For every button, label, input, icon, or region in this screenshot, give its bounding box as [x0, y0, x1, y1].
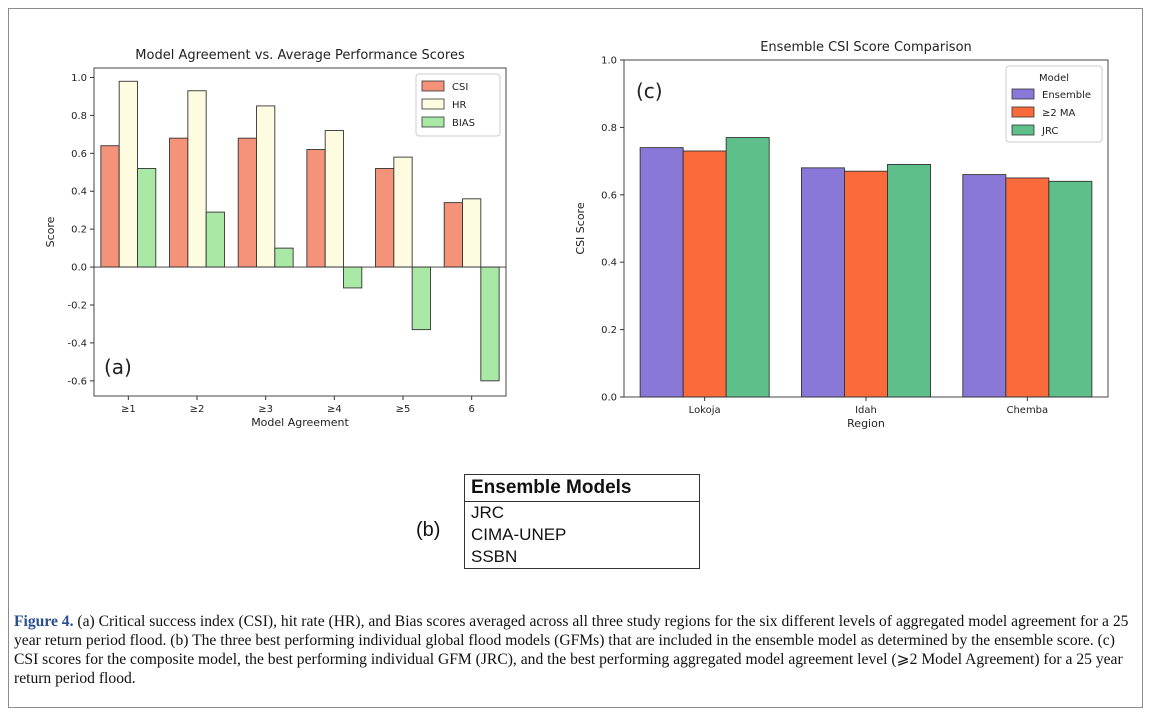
bar [343, 266, 363, 289]
legend-swatch [1011, 106, 1035, 118]
y-tick-label: 0.0 [71, 263, 87, 274]
x-tick-label: 6 [468, 404, 474, 415]
legend-swatch [1011, 88, 1035, 100]
table-row: JRC [471, 503, 505, 522]
bar [256, 105, 276, 268]
legend-label: HR [452, 100, 467, 111]
x-tick-label: ≥4 [327, 404, 342, 415]
legend-swatch [421, 98, 445, 110]
y-tick-label: 1.0 [601, 56, 617, 67]
y-tick-label: 0.2 [71, 225, 87, 236]
legend-label: Ensemble [1042, 90, 1091, 101]
ensemble-models-table: Ensemble Models JRC CIMA-UNEP SSBN [464, 474, 700, 569]
bar [324, 130, 344, 268]
table-row: CIMA-UNEP [471, 525, 567, 544]
chart-a: Model Agreement vs. Average Performance … [44, 48, 507, 429]
y-tick-label: -0.2 [67, 300, 87, 311]
chart-title: Ensemble CSI Score Comparison [760, 40, 972, 55]
y-tick-label: 1.0 [71, 73, 87, 84]
bar [887, 164, 931, 398]
panel-label-b: (b) [416, 519, 441, 541]
bar [393, 156, 413, 268]
table-header: Ensemble Models [465, 475, 699, 502]
bar [480, 266, 500, 382]
legend-box [1005, 65, 1103, 143]
bar [962, 174, 1007, 398]
y-tick-label: 0.4 [601, 258, 617, 269]
bar [1048, 180, 1093, 398]
bar [682, 150, 727, 398]
y-axis-label: CSI Score [574, 202, 587, 254]
y-tick-label: 0.6 [601, 190, 617, 201]
legend-swatch [1011, 124, 1035, 136]
bar [274, 247, 294, 268]
chart-title: Model Agreement vs. Average Performance … [135, 48, 465, 63]
bar [639, 147, 684, 398]
x-tick-label: Chemba [1006, 405, 1048, 416]
legend-title: Model [1039, 73, 1069, 84]
chart-c: Ensemble CSI Score Comparison 0.0 0.2 0.4 0.… [574, 40, 1109, 430]
bar [411, 266, 431, 331]
y-tick-label: 0.8 [601, 123, 617, 134]
x-axis-label: Region [847, 417, 885, 430]
x-tick-label: ≥1 [121, 404, 136, 415]
table-row: SSBN [471, 547, 518, 566]
bar [187, 90, 207, 268]
legend-swatch [421, 116, 445, 128]
y-tick-label: 0.0 [601, 393, 617, 404]
bar [1005, 177, 1050, 398]
bar [462, 198, 482, 268]
bar [844, 170, 888, 398]
y-tick-label: 0.8 [71, 111, 87, 122]
plot-frame [93, 67, 507, 397]
legend-label: BIAS [452, 118, 475, 129]
y-tick-label: 0.4 [71, 187, 87, 198]
legend-label: CSI [452, 82, 468, 93]
bar [443, 202, 463, 268]
caption-text: (a) Critical success index (CSI), hit ra… [14, 613, 1129, 687]
y-tick-label: -0.6 [67, 376, 87, 387]
bar [205, 211, 225, 268]
x-tick-label: ≥2 [190, 404, 205, 415]
x-tick-label: ≥5 [396, 404, 411, 415]
panel-label: (a) [104, 355, 132, 379]
figure-frame [8, 8, 1143, 708]
bar [306, 149, 326, 268]
legend-label: JRC [1041, 126, 1058, 137]
x-tick-label: ≥3 [258, 404, 273, 415]
panel-label: (c) [636, 79, 663, 103]
y-axis-label: Score [44, 216, 57, 247]
plot-frame [623, 59, 1109, 398]
bar [137, 168, 157, 268]
bar [100, 145, 120, 268]
bar [237, 137, 257, 268]
y-tick-label: 0.2 [601, 325, 617, 336]
caption-label: Figure 4. [14, 613, 74, 630]
y-tick-label: 0.6 [71, 149, 87, 160]
legend-swatch [421, 80, 445, 92]
x-tick-label: Idah [855, 405, 877, 416]
x-tick-label: Lokoja [689, 405, 721, 416]
bar [118, 80, 138, 268]
figure-caption: Figure 4. (a) Critical success index (CS… [14, 612, 1134, 688]
y-tick-label: -0.4 [67, 338, 87, 349]
x-axis-label: Model Agreement [251, 416, 349, 429]
bar [169, 137, 189, 268]
bar [725, 137, 770, 398]
bar [801, 167, 845, 398]
bar [375, 168, 395, 268]
legend-label: ≥2 MA [1042, 108, 1076, 119]
